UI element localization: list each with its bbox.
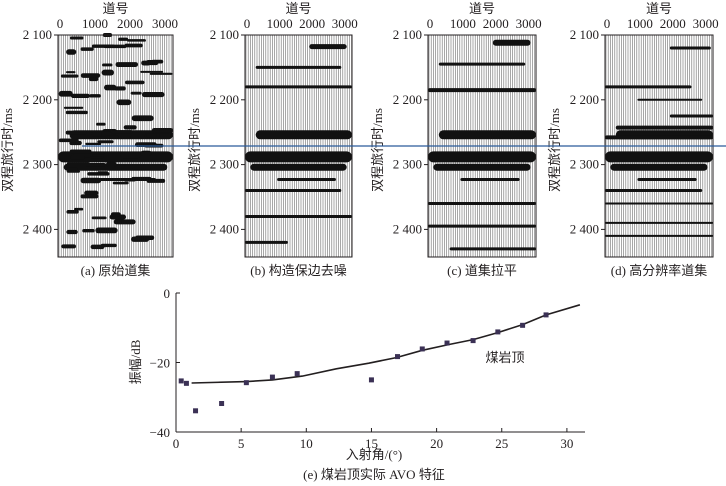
x-tick-label: 2000	[299, 16, 325, 31]
y-tick-label: 0	[164, 286, 171, 301]
data-point	[193, 408, 199, 414]
data-point	[470, 338, 476, 344]
x-axis-title: 入射角/(°)	[346, 447, 402, 462]
y-tick-label: 2 400	[23, 221, 52, 236]
data-point	[178, 378, 184, 384]
panel-caption: (d) 高分辨率道集	[611, 263, 707, 278]
x-tick-label: 0	[427, 16, 434, 31]
y-tick-label: 2 100	[393, 27, 422, 42]
x-tick-label: 30	[560, 436, 573, 451]
y-axis-title: 双程旅行时/ms	[547, 108, 562, 192]
y-tick-label: 2 200	[393, 92, 422, 107]
data-point	[269, 374, 275, 380]
y-tick-label: 2 200	[210, 92, 239, 107]
fit-curve	[191, 304, 581, 384]
annotation-label: 煤岩顶	[485, 350, 524, 365]
x-tick-label: 2000	[660, 16, 686, 31]
data-point	[183, 380, 189, 386]
data-point	[543, 312, 549, 318]
y-tick-label: 2 400	[210, 221, 239, 236]
data-point	[444, 340, 450, 346]
data-point	[520, 322, 526, 328]
x-tick-label: 15	[365, 436, 378, 451]
y-tick-label: 2 100	[23, 27, 52, 42]
y-tick-label: 2 300	[570, 157, 599, 172]
data-point	[219, 401, 225, 407]
y-tick-label: 2 100	[570, 27, 599, 42]
seismic-panels: 道号 0 1000 2000 3000 2 100 2 200 2 300 2 400 双程旅行时…	[0, 1, 719, 278]
y-axis-title: 双程旅行时/ms	[0, 108, 15, 192]
x-tick-label: 0	[173, 436, 180, 451]
y-tick-label: 2 200	[570, 92, 599, 107]
seismic-panel-d: 道号 0 1000 2000 3000 2 100 2 200 2 300 2 400 双程旅行时…	[547, 1, 719, 278]
x-tick-label: 1000	[267, 16, 293, 31]
data-point	[419, 346, 425, 352]
avo-chart: 0 5 10 15 20 25 30 0 −20 −40 振幅/dB 入射角/(°) (e) 煤岩…	[128, 286, 585, 482]
y-tick-label: 2 400	[393, 221, 422, 236]
y-tick-label: 2 300	[393, 157, 422, 172]
y-tick-label: 2 200	[23, 92, 52, 107]
top-axis-title: 道号	[102, 1, 128, 16]
data-point	[495, 329, 501, 335]
x-tick-label: 0	[57, 16, 64, 31]
y-tick-label: −20	[150, 356, 170, 371]
y-tick-label: 2 300	[23, 157, 52, 172]
data-point	[395, 354, 401, 360]
panel-caption: (b) 构造保边去噪	[250, 263, 346, 278]
y-axis-title: 双程旅行时/ms	[370, 108, 385, 192]
x-tick-label: 2000	[117, 16, 143, 31]
x-tick-label: 0	[604, 16, 611, 31]
data-point	[243, 380, 249, 386]
top-axis-title: 道号	[646, 1, 672, 16]
top-axis-title: 道号	[469, 1, 495, 16]
data-point	[294, 371, 300, 377]
chart-caption: (e) 煤岩顶实际 AVO 特征	[303, 467, 445, 482]
seismic-panel-b: 道号 0 1000 2000 3000 2 100 2 200 2 300 2 400 双程旅行时…	[187, 1, 358, 278]
x-tick-label: 1000	[450, 16, 476, 31]
x-tick-label: 10	[300, 436, 313, 451]
y-tick-label: 2 100	[210, 27, 239, 42]
x-tick-label: 3000	[332, 16, 358, 31]
y-tick-label: 2 300	[210, 157, 239, 172]
y-tick-label: −40	[150, 425, 170, 440]
panel-caption: (a) 原始道集	[81, 263, 151, 278]
x-tick-label: 0	[244, 16, 251, 31]
top-axis-title: 道号	[285, 1, 311, 16]
x-tick-label: 1000	[82, 16, 108, 31]
seismic-panel-c: 道号 0 1000 2000 3000 2 100 2 200 2 300 2 400 双程旅行时…	[370, 1, 542, 278]
y-axis-title: 振幅/dB	[128, 339, 143, 384]
data-point	[368, 377, 374, 383]
x-tick-label: 3000	[152, 16, 178, 31]
x-tick-label: 20	[430, 436, 443, 451]
x-tick-label: 25	[495, 436, 508, 451]
y-axis-title: 双程旅行时/ms	[187, 108, 202, 192]
panel-caption: (c) 道集拉平	[447, 263, 517, 278]
x-tick-label: 3000	[516, 16, 542, 31]
seismic-panel-a: 道号 0 1000 2000 3000 2 100 2 200 2 300 2 400 双程旅行时…	[0, 1, 178, 278]
x-tick-label: 2000	[483, 16, 509, 31]
y-tick-label: 2 400	[570, 221, 599, 236]
x-tick-label: 1000	[627, 16, 653, 31]
x-tick-label: 5	[238, 436, 245, 451]
x-tick-label: 3000	[693, 16, 719, 31]
